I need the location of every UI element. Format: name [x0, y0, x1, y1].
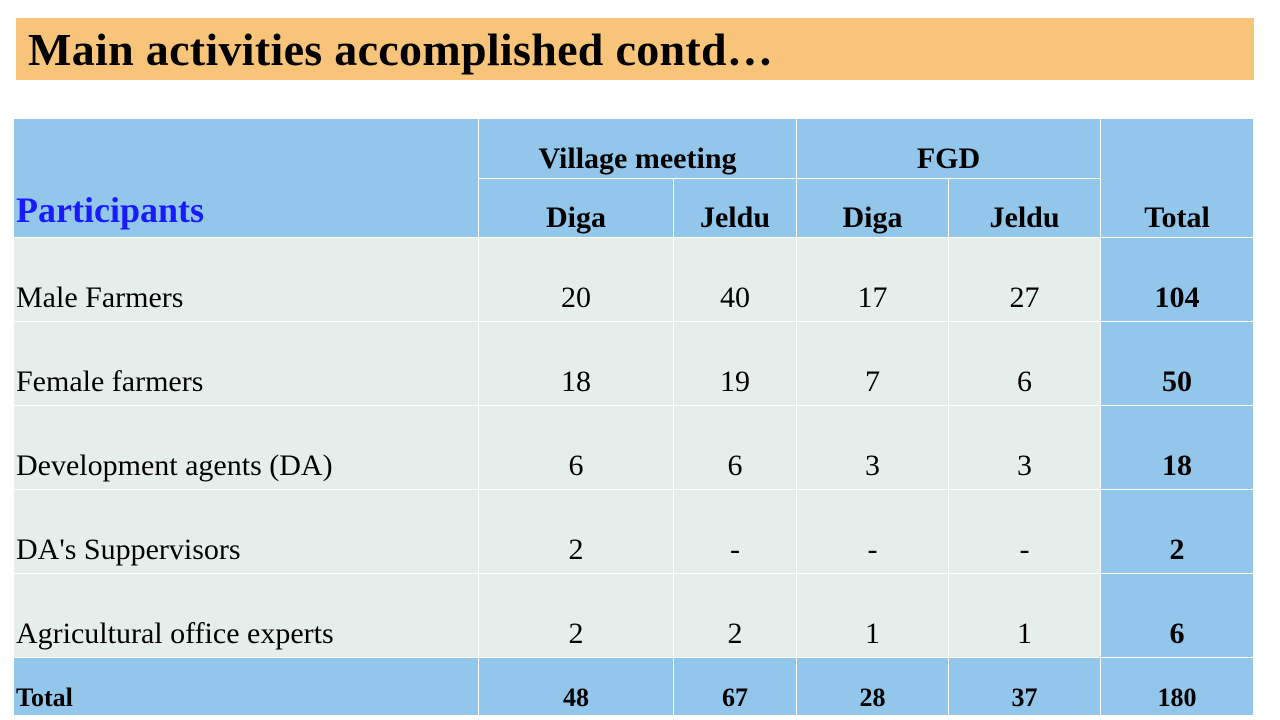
sub-header-vm-diga: Diga [478, 178, 674, 238]
slide-title: Main activities accomplished contd… [28, 23, 774, 75]
table-cell: 3 [948, 405, 1102, 490]
sub-header-vm-jeldu: Jeldu [672, 178, 798, 238]
row-label: Female farmers [13, 321, 479, 406]
table-cell: 3 [796, 405, 950, 490]
table-cell: 2 [478, 489, 674, 574]
group-header-village-meeting: Village meeting [477, 118, 798, 179]
total-header: Total [1100, 118, 1255, 238]
header-row-groups: Participants Village meeting FGD Total [13, 118, 1255, 238]
footer-cell: 67 [672, 657, 798, 716]
table-cell: 1 [948, 573, 1102, 658]
table-cell: 6 [478, 405, 674, 490]
row-label: Development agents (DA) [13, 405, 479, 490]
row-total: 104 [1100, 237, 1255, 322]
table-row: Agricultural office experts 2 2 1 1 6 [13, 573, 1255, 658]
table-row: Development agents (DA) 6 6 3 3 18 [13, 405, 1255, 490]
header-row-subs: Diga Jeldu Diga Jeldu [14, 178, 1254, 238]
table-cell: 7 [796, 321, 950, 406]
table-cell: 17 [796, 237, 950, 322]
participants-table: Participants Village meeting FGD Total D… [13, 118, 1255, 716]
table-row: Male Farmers 20 40 17 27 104 [13, 237, 1255, 322]
footer-grand-total: 180 [1100, 657, 1255, 716]
participants-header: Participants [13, 118, 479, 238]
table-cell: 27 [948, 237, 1102, 322]
footer-row: Total 48 67 28 37 180 [13, 657, 1255, 716]
table-cell: - [796, 489, 950, 574]
row-total: 50 [1100, 321, 1255, 406]
title-bar: Main activities accomplished contd… [16, 18, 1254, 80]
footer-label: Total [13, 657, 479, 716]
table-cell: 6 [672, 405, 798, 490]
footer-cell: 48 [478, 657, 674, 716]
row-total: 18 [1100, 405, 1255, 490]
table-cell: 1 [796, 573, 950, 658]
row-label: DA's Suppervisors [13, 489, 479, 574]
table-row: DA's Suppervisors 2 - - - 2 [13, 489, 1255, 574]
table-cell: 20 [478, 237, 674, 322]
table-cell: 2 [478, 573, 674, 658]
row-total: 2 [1100, 489, 1255, 574]
table-cell: - [672, 489, 798, 574]
row-label: Male Farmers [13, 237, 479, 322]
table-cell: 40 [672, 237, 798, 322]
row-label: Agricultural office experts [13, 573, 479, 658]
table-cell: 18 [478, 321, 674, 406]
table-row: Female farmers 18 19 7 6 50 [13, 321, 1255, 406]
table-cell: 19 [672, 321, 798, 406]
table-cell: - [948, 489, 1102, 574]
footer-cell: 28 [796, 657, 950, 716]
row-total: 6 [1100, 573, 1255, 658]
table-cell: 2 [672, 573, 798, 658]
group-header-fgd: FGD [796, 118, 1102, 179]
footer-cell: 37 [948, 657, 1102, 716]
sub-header-fgd-jeldu: Jeldu [948, 178, 1102, 238]
table-cell: 6 [948, 321, 1102, 406]
sub-header-fgd-diga: Diga [796, 178, 950, 238]
